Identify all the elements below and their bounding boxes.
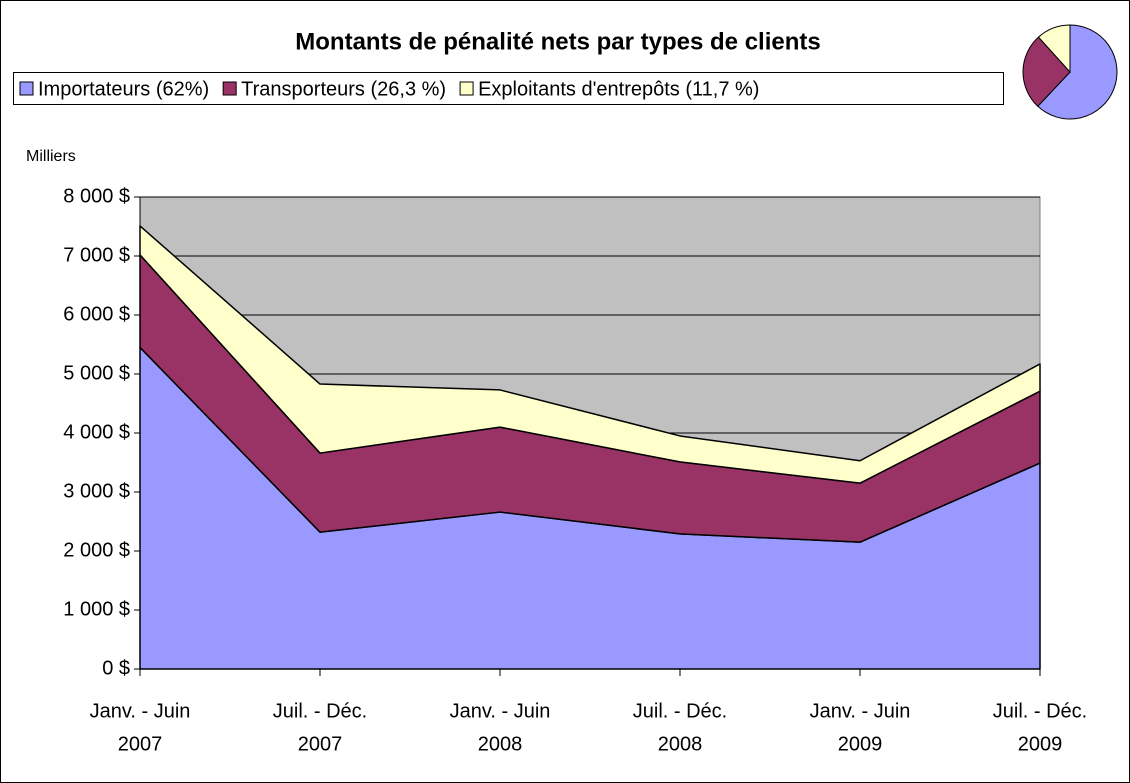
y-tick-label: 6 000 $ [63, 303, 130, 325]
x-tick-label: 2008 [658, 733, 703, 755]
x-tick-label: Juil. - Déc. [633, 700, 727, 722]
x-tick-label: 2007 [118, 733, 163, 755]
y-tick-label: 2 000 $ [63, 539, 130, 561]
x-tick-label: Juil. - Déc. [993, 700, 1087, 722]
legend-label: Exploitants d'entrepôts (11,7 %) [478, 78, 759, 100]
y-tick-label: 3 000 $ [63, 480, 130, 502]
x-tick-label: Juil. - Déc. [273, 700, 367, 722]
x-tick-label: 2009 [1018, 733, 1063, 755]
legend-label: Importateurs (62%) [38, 78, 209, 100]
legend-box [13, 72, 1004, 105]
y-tick-label: 7 000 $ [63, 244, 130, 266]
pie-slice [1037, 24, 1118, 120]
area [139, 225, 1041, 484]
legend-swatch [459, 81, 474, 96]
y-tick-label: 5 000 $ [63, 362, 130, 384]
x-tick-label: Janv. - Juin [810, 700, 911, 722]
y-tick-label: 0 $ [102, 657, 130, 679]
legend-label: Transporteurs (26,3 %) [241, 78, 446, 100]
x-tick-label: 2009 [838, 733, 883, 755]
x-tick-label: Janv. - Juin [450, 700, 551, 722]
x-tick-label: 2008 [478, 733, 523, 755]
y-tick-label: 4 000 $ [63, 421, 130, 443]
legend-swatch [222, 81, 237, 96]
y-axis-label: Milliers [26, 148, 76, 165]
y-tick-label: 8 000 $ [63, 185, 130, 207]
chart-title: Montants de pénalité nets par types de c… [295, 28, 820, 55]
x-tick-label: 2007 [298, 733, 343, 755]
legend-swatch [19, 81, 34, 96]
pie-slice [1022, 36, 1071, 107]
pie-slice [1037, 24, 1071, 74]
y-tick-label: 1 000 $ [63, 598, 130, 620]
x-tick-label: Janv. - Juin [90, 700, 191, 722]
